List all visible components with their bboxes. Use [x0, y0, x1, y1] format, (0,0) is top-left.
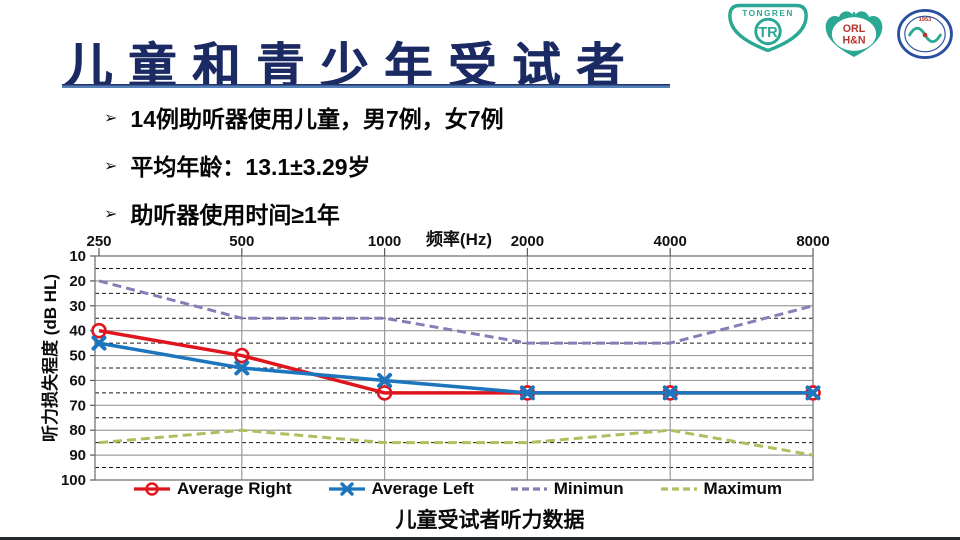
legend-label: Average Left [371, 479, 474, 498]
maximum-marker-icon [660, 487, 697, 491]
legend-item-average-left: Average Left [327, 479, 474, 499]
bullet-item: ➢ 平均年龄：13.1±3.29岁 [104, 152, 504, 183]
bullet-text: 14例助听器使用儿童，男7例，女7例 [130, 106, 504, 132]
svg-text:50: 50 [69, 348, 86, 365]
svg-text:1000: 1000 [368, 233, 401, 250]
bullet-list: ➢ 14例助听器使用儿童，男7例，女7例 ➢ 平均年龄：13.1±3.29岁 ➢… [104, 104, 504, 248]
svg-text:10: 10 [69, 248, 86, 265]
slide-bottom-edge [0, 537, 960, 540]
svg-text:30: 30 [69, 298, 86, 315]
logo-group: TONGREN TR ORL H&N 1953 [724, 2, 954, 60]
title-underline [62, 84, 670, 88]
svg-text:4000: 4000 [654, 233, 687, 250]
orl-logo-line2: H&N [843, 35, 866, 47]
tongren-logo-text: TONGREN [742, 8, 794, 18]
svg-text:70: 70 [69, 397, 86, 414]
chart-caption: 儿童受试者听力数据 [395, 509, 585, 532]
svg-text:90: 90 [69, 447, 86, 464]
hearing-chart: 250 500 1000 2000 4000 8000 频率(Hz) 10 20 30 40 50 60… [30, 222, 860, 498]
svg-text:250: 250 [86, 233, 111, 250]
arrow-bullet-icon: ➢ [104, 110, 118, 127]
legend-label: Average Right [177, 479, 292, 498]
minimun-marker-icon [510, 487, 547, 491]
arrow-bullet-icon: ➢ [104, 158, 118, 175]
legend-item-average-right: Average Right [132, 479, 292, 499]
chart-legend: Average Right Average Left Minimun Maxim… [132, 477, 782, 501]
svg-text:500: 500 [229, 233, 254, 250]
bullet-item: ➢ 14例助听器使用儿童，男7例，女7例 [104, 104, 504, 135]
svg-text:80: 80 [69, 422, 86, 439]
bullet-item: ➢ 助听器使用时间≥1年 [104, 200, 504, 231]
svg-text:2000: 2000 [511, 233, 544, 250]
tongren-logo-monogram: TR [758, 25, 778, 41]
legend-item-maximum: Maximum [659, 479, 782, 499]
svg-text:频率(Hz): 频率(Hz) [426, 229, 492, 249]
orl-logo-line1: ORL [843, 23, 866, 35]
svg-text:60: 60 [69, 372, 86, 389]
seal-year-text: 1953 [919, 17, 932, 23]
bullet-text: 平均年龄：13.1±3.29岁 [130, 154, 371, 180]
legend-label: Minimun [553, 479, 624, 498]
tongren-logo: TONGREN TR [728, 3, 808, 52]
legend-label: Maximum [703, 479, 782, 498]
orl-hn-logo: ORL H&N [825, 11, 883, 58]
legend-item-minimun: Minimun [509, 479, 624, 499]
hearing-chart-svg: 250 500 1000 2000 4000 8000 频率(Hz) 10 20 30 40 50 60… [61, 229, 830, 489]
svg-text:40: 40 [69, 323, 86, 340]
hospital-seal-logo: 1953 [897, 9, 953, 59]
bullet-text: 助听器使用时间≥1年 [130, 202, 340, 228]
arrow-bullet-icon: ➢ [104, 206, 118, 223]
average-left-marker-icon [328, 482, 365, 496]
svg-text:8000: 8000 [796, 233, 829, 250]
svg-text:20: 20 [69, 273, 86, 290]
svg-text:100: 100 [61, 472, 86, 489]
average-right-marker-icon [134, 482, 170, 496]
y-axis-title: 听力损失程度 (dB HL) [41, 273, 60, 443]
